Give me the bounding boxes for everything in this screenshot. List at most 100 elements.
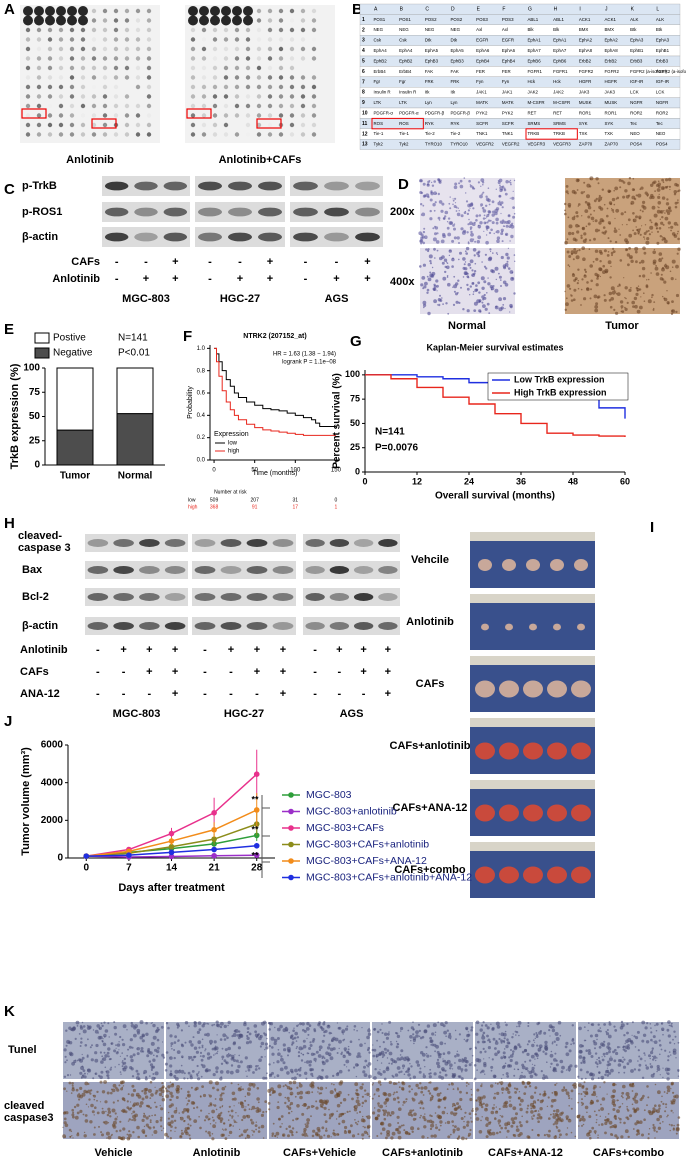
tissue-cell	[233, 1059, 236, 1062]
tissue-cell	[475, 1117, 480, 1121]
tissue-cell	[650, 1038, 653, 1042]
array-spot	[267, 27, 273, 33]
tissue-cell	[366, 1115, 371, 1120]
tissue-cell	[170, 1129, 172, 1132]
tissue-cell	[395, 1045, 399, 1049]
tissue-cell	[597, 1136, 599, 1139]
tissue-cell	[121, 1086, 124, 1089]
tissue-cell	[233, 1120, 237, 1124]
tissue-cell	[321, 1060, 325, 1064]
table-cell: POS4	[630, 142, 642, 147]
tissue-cell	[207, 1056, 211, 1060]
tissue-cell	[457, 1087, 459, 1089]
array-spot	[210, 15, 220, 26]
tissue-cell	[499, 1131, 502, 1134]
tissue-cell	[481, 193, 484, 196]
tissue-cell	[502, 1051, 506, 1055]
tissue-cell	[605, 1116, 607, 1118]
tissue-cell	[339, 1101, 343, 1105]
tissue-cell	[313, 1105, 315, 1108]
blot-band	[198, 207, 222, 217]
array-spot	[80, 122, 86, 128]
tissue-cell	[301, 1104, 303, 1106]
tissue-cell	[506, 256, 510, 260]
tissue-cell	[323, 1106, 327, 1110]
tissue-cell	[186, 1115, 191, 1119]
y-axis-label: TrkB expression (%)	[9, 363, 21, 469]
tissue-cell	[309, 1044, 313, 1047]
tissue-cell	[640, 296, 642, 298]
array-spot	[146, 56, 152, 61]
tissue-cell	[474, 1113, 477, 1116]
tissue-cell	[255, 1121, 257, 1123]
array-spot	[223, 113, 229, 118]
y-tick-label: 0.2	[197, 435, 206, 441]
tissue-cell	[257, 1130, 261, 1133]
tissue-cell	[291, 1077, 294, 1080]
array-spot	[47, 56, 53, 61]
tissue-cell	[543, 1090, 546, 1093]
tissue-cell	[653, 180, 657, 184]
array-spot	[221, 6, 231, 16]
tissue-cell	[613, 1059, 617, 1063]
tissue-cell	[83, 1131, 86, 1134]
array-spot	[91, 113, 97, 118]
array-spot	[190, 84, 196, 90]
tissue-cell	[303, 1103, 307, 1107]
tissue-cell	[101, 1040, 104, 1043]
tissue-cell	[398, 1081, 400, 1084]
tissue-cell	[425, 1046, 428, 1049]
tissue-cell	[567, 192, 569, 195]
tissue-cell	[295, 1040, 298, 1042]
tissue-cell	[174, 1035, 178, 1039]
array-spot	[278, 18, 284, 23]
tissue-cell	[209, 1042, 212, 1045]
array-spot	[300, 75, 306, 80]
tissue-cell	[223, 1038, 227, 1041]
tissue-cell	[458, 1058, 462, 1063]
tissue-cell	[267, 1088, 272, 1093]
tissue-cell	[268, 1028, 272, 1031]
tissue-cell	[156, 1046, 160, 1050]
tissue-cell	[483, 293, 486, 297]
x-tick-label: 21	[209, 863, 221, 874]
tissue-cell	[485, 204, 488, 207]
table-cell: Insulin R	[374, 90, 391, 95]
tissue-cell	[594, 1052, 598, 1055]
x-tick-label: 14	[166, 863, 178, 874]
tissue-cell	[479, 194, 483, 199]
tissue-cell	[513, 1045, 518, 1050]
tissue-cell	[440, 1076, 445, 1080]
array-spot	[300, 27, 306, 33]
tissue-cell	[149, 1080, 153, 1084]
tissue-cell	[69, 1136, 72, 1138]
tissue-cell	[584, 209, 589, 214]
tissue-cell	[467, 209, 470, 212]
tissue-cell	[346, 1110, 349, 1113]
array-spot	[289, 37, 295, 42]
tissue-cell	[361, 1101, 365, 1105]
tissue-cell	[123, 1057, 127, 1061]
array-spot	[201, 122, 207, 128]
tissue-cell	[551, 1028, 556, 1033]
blot-band	[87, 566, 109, 574]
legend-label: MGC-803+CAFs	[306, 822, 384, 834]
tissue-cell	[548, 1117, 551, 1120]
tissue-cell	[80, 1037, 83, 1040]
tissue-cell	[486, 229, 488, 231]
tissue-cell	[465, 246, 470, 251]
tissue-cell	[383, 1077, 387, 1081]
tissue-cell	[397, 1122, 400, 1124]
tissue-cell	[123, 1099, 126, 1102]
tissue-cell	[452, 203, 454, 206]
tissue-cell	[220, 1133, 224, 1138]
condition-sign: +	[364, 256, 370, 268]
tissue-cell	[264, 1056, 266, 1058]
tissue-cell	[628, 1059, 632, 1063]
tissue-cell	[503, 266, 507, 270]
tissue-cell	[642, 200, 646, 204]
tissue-cell	[455, 1038, 457, 1041]
tissue-cell	[576, 249, 579, 252]
tissue-cell	[613, 189, 615, 192]
tissue-cell	[632, 229, 634, 232]
